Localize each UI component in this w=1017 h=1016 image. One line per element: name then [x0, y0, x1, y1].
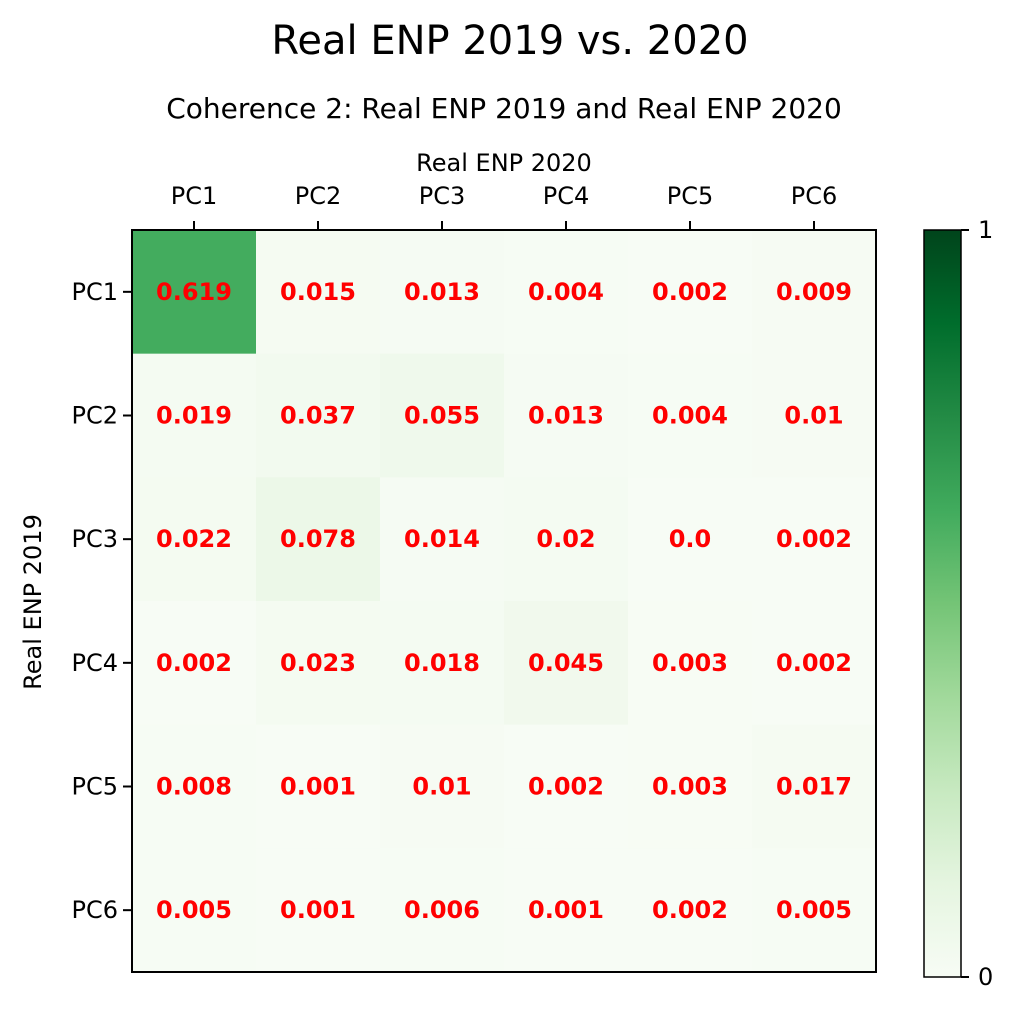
figure-suptitle: Real ENP 2019 vs. 2020 [271, 18, 748, 64]
cell-value-label: 0.01 [784, 402, 843, 430]
x-tick-label: PC6 [791, 182, 838, 210]
heatmap-cell [256, 601, 381, 726]
heatmap-cell [504, 230, 629, 355]
cell-value-label: 0.002 [652, 278, 728, 306]
heatmap-cell [752, 601, 877, 726]
cell-value-label: 0.008 [156, 773, 232, 801]
colorbar-ticks: 01 [961, 216, 993, 991]
cell-value-label: 0.013 [404, 278, 480, 306]
chart-title: Coherence 2: Real ENP 2019 and Real ENP … [166, 92, 842, 125]
heatmap-value-labels: 0.619 0.015 0.013 0.004 0.002 0.009 0.019 0.037… [156, 278, 852, 924]
heatmap-cell [380, 353, 505, 478]
y-axis-label: Real ENP 2019 [19, 514, 47, 690]
heatmap-cell [132, 477, 257, 602]
heatmap-cell [380, 477, 505, 602]
heatmap-cell [132, 601, 257, 726]
cell-value-label: 0.02 [536, 525, 595, 553]
cell-value-label: 0.013 [528, 402, 604, 430]
heatmap-cell [504, 724, 629, 849]
cell-value-label: 0.01 [412, 773, 471, 801]
y-tick-label: PC4 [72, 649, 119, 677]
cell-value-label: 0.002 [652, 896, 728, 924]
heatmap-cell [256, 848, 381, 973]
heatmap-cell [380, 848, 505, 973]
heatmap-cell [380, 601, 505, 726]
y-axis-ticks: PC1 PC2 PC3 PC4 PC5 PC6 [72, 278, 132, 924]
cell-value-label: 0.002 [776, 649, 852, 677]
cell-value-label: 0.022 [156, 525, 232, 553]
heatmap-cell [628, 477, 753, 602]
cell-value-label: 0.0 [669, 525, 712, 553]
heatmap-cell [256, 477, 381, 602]
cell-value-label: 0.014 [404, 525, 480, 553]
cell-value-label: 0.018 [404, 649, 480, 677]
heatmap-cell [752, 477, 877, 602]
cell-value-label: 0.005 [156, 896, 232, 924]
cell-value-label: 0.017 [776, 773, 852, 801]
heatmap-cell [504, 601, 629, 726]
x-tick-label: PC1 [171, 182, 218, 210]
y-tick-label: PC3 [72, 525, 119, 553]
heatmap-cell [380, 724, 505, 849]
heatmap-cell [132, 848, 257, 973]
colorbar-tick-label: 1 [978, 216, 993, 244]
x-axis-label: Real ENP 2020 [416, 149, 592, 177]
heatmap-cell [752, 353, 877, 478]
cell-value-label: 0.002 [528, 773, 604, 801]
heatmap-cell [256, 724, 381, 849]
cell-value-label: 0.001 [528, 896, 604, 924]
heatmap-cell [256, 230, 381, 355]
cell-value-label: 0.003 [652, 773, 728, 801]
cell-value-label: 0.037 [280, 402, 356, 430]
cell-value-label: 0.006 [404, 896, 480, 924]
cell-value-label: 0.001 [280, 773, 356, 801]
heatmap-cell [752, 230, 877, 355]
heatmap-cell [628, 724, 753, 849]
cell-value-label: 0.019 [156, 402, 232, 430]
cell-value-label: 0.619 [156, 278, 232, 306]
heatmap-cell [504, 848, 629, 973]
cell-value-label: 0.001 [280, 896, 356, 924]
cell-value-label: 0.023 [280, 649, 356, 677]
x-tick-label: PC4 [543, 182, 590, 210]
colorbar-tick-label: 0 [978, 963, 993, 991]
cell-value-label: 0.009 [776, 278, 852, 306]
cell-value-label: 0.005 [776, 896, 852, 924]
heatmap-cell [628, 601, 753, 726]
heatmap-cell [132, 230, 257, 355]
colorbar [923, 229, 962, 978]
y-tick-label: PC1 [72, 278, 119, 306]
cell-value-label: 0.003 [652, 649, 728, 677]
cell-value-label: 0.002 [156, 649, 232, 677]
heatmap-cell [380, 230, 505, 355]
cell-value-label: 0.002 [776, 525, 852, 553]
cell-value-label: 0.055 [404, 402, 480, 430]
x-tick-label: PC3 [419, 182, 466, 210]
cell-value-label: 0.078 [280, 525, 356, 553]
x-axis-ticks: PC1 PC2 PC3 PC4 PC5 PC6 [171, 182, 838, 230]
cell-value-label: 0.015 [280, 278, 356, 306]
plot-frame [131, 229, 877, 973]
heatmap-cell [628, 230, 753, 355]
heatmap-cell [752, 724, 877, 849]
x-tick-label: PC2 [295, 182, 342, 210]
y-tick-label: PC6 [72, 896, 119, 924]
heatmap-cells [132, 230, 877, 973]
y-tick-label: PC5 [72, 773, 119, 801]
heatmap-cell [132, 353, 257, 478]
cell-value-label: 0.004 [652, 402, 728, 430]
cell-value-label: 0.045 [528, 649, 604, 677]
heatmap-cell [256, 353, 381, 478]
heatmap-cell [504, 353, 629, 478]
heatmap-cell [628, 353, 753, 478]
heatmap-cell [132, 724, 257, 849]
heatmap-cell [504, 477, 629, 602]
y-tick-label: PC2 [72, 402, 119, 430]
x-tick-label: PC5 [667, 182, 714, 210]
cell-value-label: 0.004 [528, 278, 604, 306]
heatmap-cell [752, 848, 877, 973]
heatmap-cell [628, 848, 753, 973]
